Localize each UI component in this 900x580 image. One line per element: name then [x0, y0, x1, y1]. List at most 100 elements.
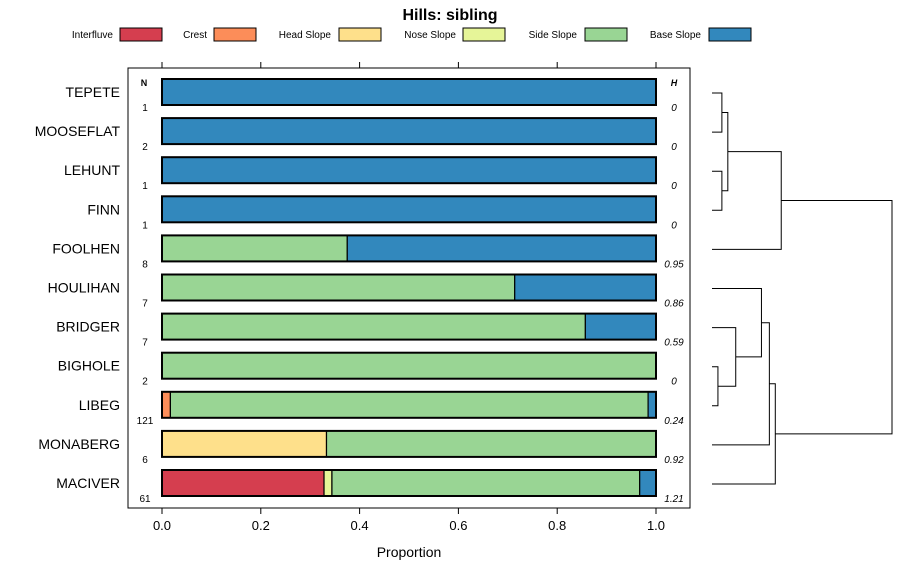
bar-outline [161, 78, 657, 106]
h-value: 0.59 [664, 338, 684, 349]
dendrogram-link [712, 366, 719, 407]
bar-outline [161, 312, 657, 341]
x-tick-label: 0.2 [252, 518, 270, 533]
bar-segment-base-slope [346, 234, 657, 262]
bar-segment-side-slope [331, 469, 641, 497]
category-label: FOOLHEN [52, 240, 120, 256]
row-bighole: BIGHOLE 2 0 [58, 351, 677, 388]
category-label: HOULIHAN [48, 280, 120, 296]
h-value: 0.86 [664, 299, 684, 310]
dendrogram-link [712, 170, 723, 211]
bar-segment-base-slope [647, 391, 657, 419]
dendrogram-link [712, 322, 770, 446]
row-finn: FINN 1 0 [87, 195, 677, 231]
bar-segment-crest [161, 391, 171, 419]
legend-label-nose-slope: Nose Slope [404, 30, 456, 41]
category-label: BRIDGER [56, 319, 120, 335]
dendrogram-link [712, 92, 723, 133]
row-bridger: BRIDGER 7 0.59 [56, 312, 684, 349]
dendrogram-link [712, 288, 762, 358]
bar-outline [161, 234, 657, 263]
n-value: 1 [142, 181, 148, 192]
n-value: 6 [142, 455, 148, 466]
x-tick-label: 1.0 [647, 518, 665, 533]
dendrogram-link [721, 112, 729, 192]
bar-segment-base-slope [161, 156, 657, 184]
bar-outline [161, 195, 657, 224]
category-label: LIBEG [79, 397, 120, 413]
n-value: 121 [137, 416, 154, 427]
x-axis: 0.0 0.2 0.4 0.6 0.8 1.0 [153, 508, 665, 533]
legend-label-interfluve: Interfluve [72, 30, 114, 41]
bar-segment-base-slope [584, 313, 657, 341]
legend-swatch-head-slope [338, 27, 382, 42]
legend-swatch-base-slope [708, 27, 752, 42]
bar-segment-side-slope [169, 391, 649, 419]
bar-rows: TEPETE 1 0 MOOSEFLAT 2 0 LEHUNT 1 0 FINN 1 0 FOOLHEN… [35, 78, 684, 505]
category-label: MACIVER [56, 475, 120, 491]
legend-label-crest: Crest [183, 30, 207, 41]
bar-segment-base-slope [161, 117, 657, 145]
dendrogram-link [712, 327, 737, 387]
n-value: 1 [142, 220, 148, 231]
x-tick-label: 0.4 [351, 518, 369, 533]
bar-outline [161, 469, 657, 497]
legend-label-side-slope: Side Slope [529, 30, 578, 41]
bar-outline [161, 390, 657, 419]
row-libeg: LIBEG 121 0.24 [79, 390, 684, 427]
h-value: 0 [671, 181, 677, 192]
h-value: 0.92 [664, 455, 684, 466]
top-axis-ticks [161, 62, 657, 68]
category-label: TEPETE [66, 84, 120, 100]
row-monaberg: MONABERG 6 0.92 [38, 429, 684, 466]
dendrogram-link [775, 200, 893, 435]
chart-title: Hills: sibling [402, 7, 497, 24]
n-value: 8 [142, 259, 148, 270]
category-label: FINN [87, 201, 120, 217]
x-tick-label: 0.6 [449, 518, 467, 533]
h-value: 0.24 [664, 416, 684, 427]
bar-segment-interfluve [161, 469, 325, 497]
n-header: N [141, 78, 148, 88]
n-value: 1 [142, 103, 148, 114]
bar-segment-side-slope [161, 273, 516, 302]
plot-panel [127, 67, 691, 509]
row-foolhen: FOOLHEN 8 0.95 [52, 234, 684, 270]
bar-segment-base-slope [639, 469, 657, 497]
bar-segment-side-slope [161, 234, 348, 262]
bar-outline [161, 351, 657, 380]
bar-segment-side-slope [325, 430, 657, 458]
legend: Interfluve Crest Head Slope Nose Slope Side … [72, 27, 752, 42]
row-maciver: MACIVER 61 1.21 [56, 469, 684, 505]
n-value: 61 [139, 494, 151, 505]
n-value: 7 [142, 299, 148, 310]
dendrogram-link [712, 383, 776, 485]
bar-segment-side-slope [161, 313, 586, 341]
bar-outline [161, 273, 657, 302]
category-label: MOOSEFLAT [35, 123, 121, 139]
h-value: 1.21 [664, 494, 683, 505]
n-value: 7 [142, 338, 148, 349]
x-tick-label: 0.0 [153, 518, 171, 533]
n-value: 2 [142, 142, 148, 153]
row-mooseflat: MOOSEFLAT 2 0 [35, 117, 677, 153]
h-value: 0 [671, 103, 677, 114]
bar-outline [161, 117, 657, 146]
bar-segment-base-slope [161, 195, 657, 223]
dendrogram [712, 92, 893, 485]
bar-segment-base-slope [161, 78, 657, 106]
bar-segment-nose-slope [323, 469, 333, 497]
category-label: MONABERG [38, 436, 120, 452]
n-value: 2 [142, 377, 148, 388]
x-tick-label: 0.8 [548, 518, 566, 533]
row-lehunt: LEHUNT 1 0 [64, 156, 677, 192]
h-value: 0 [671, 377, 677, 388]
bar-segment-head-slope [161, 430, 328, 458]
h-value: 0 [671, 220, 677, 231]
legend-label-head-slope: Head Slope [279, 30, 332, 41]
legend-swatch-side-slope [584, 27, 628, 42]
bar-outline [161, 156, 657, 185]
row-houlihan: HOULIHAN 7 0.86 [48, 273, 684, 310]
legend-swatch-nose-slope [462, 27, 506, 42]
